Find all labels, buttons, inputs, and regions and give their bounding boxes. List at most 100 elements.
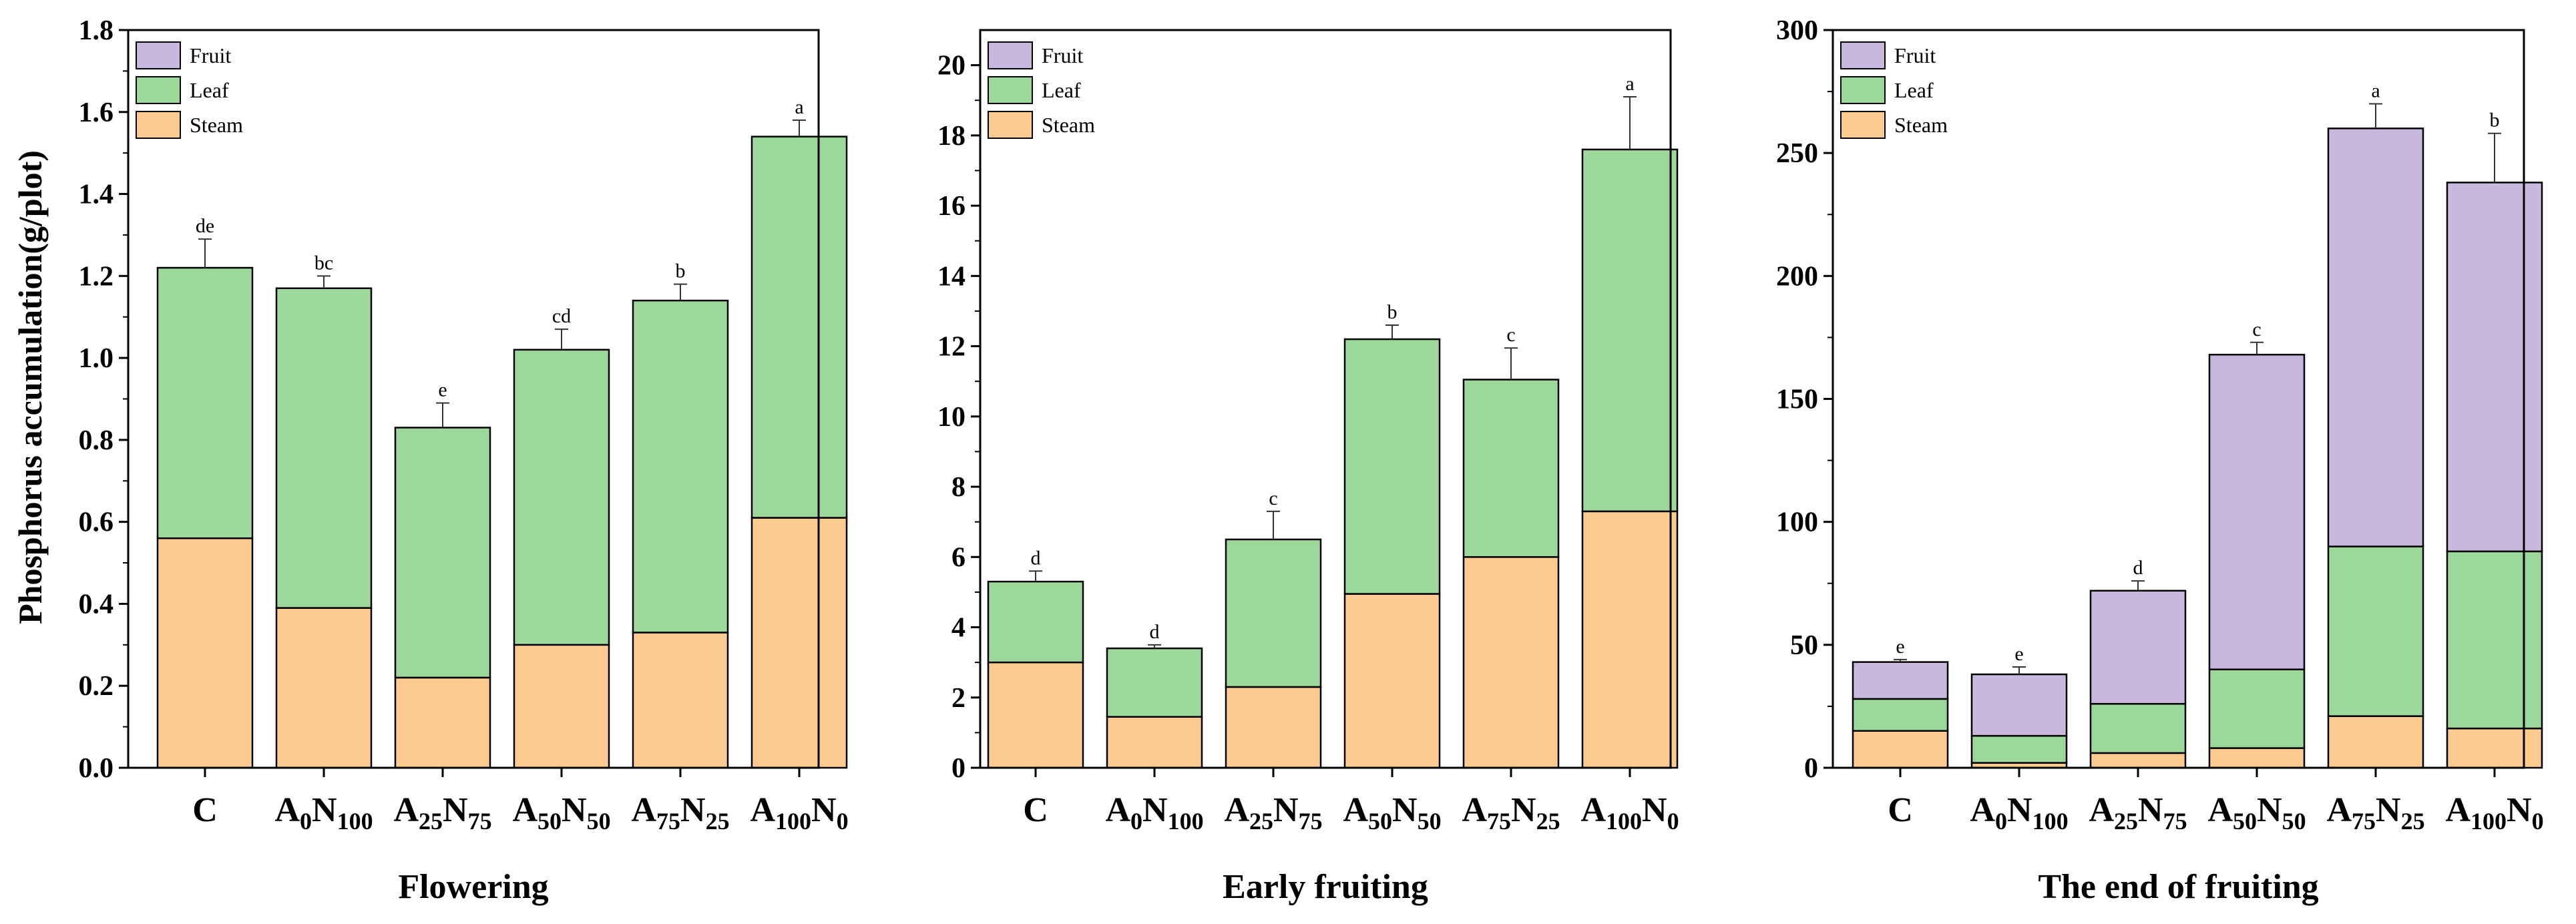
x-tick-label: A100N0 [750,791,848,835]
bar-leaf [1852,698,1949,732]
legend-label-steam: Steam [190,113,243,137]
bar-leaf [1970,734,2068,764]
y-tick-label: 200 [1776,261,1818,292]
legend-label-leaf: Leaf [1042,78,1081,102]
bar-steam [1852,730,1949,769]
x-tick-label: A25N75 [2089,791,2187,835]
significance-letter: e [2014,643,2023,665]
y-tick-label: 1.6 [79,97,114,128]
x-tick-label: A50N50 [1343,791,1441,835]
legend-swatch-leaf [988,76,1033,104]
bar-steam [1343,593,1441,769]
bar-steam [1225,686,1322,769]
legend-label-fruit: Fruit [190,43,231,67]
y-tick-label: 2 [951,683,965,714]
bar-steam [156,537,254,769]
significance-letter: b [1387,301,1398,323]
x-tick-label: A75N25 [631,791,729,835]
x-tick-label: A25N75 [393,791,491,835]
bar-fruit [1852,661,1949,700]
bar-steam [987,661,1084,769]
y-tick-label: 6 [951,542,965,573]
legend-swatch-steam [1840,111,1886,139]
x-axis-title: Early fruiting [1223,868,1428,906]
legend-swatch-leaf [1840,76,1886,104]
y-tick-label: 300 [1776,15,1818,46]
y-tick-label: 0.6 [79,507,114,538]
x-axis-title: Flowering [398,868,548,906]
significance-letter: de [196,215,214,237]
y-tick-label: 150 [1776,385,1818,415]
y-tick-label: 0.4 [79,589,114,620]
bar-leaf [1462,379,1560,558]
legend-label-fruit: Fruit [1894,43,1936,67]
y-tick-label: 14 [937,261,965,292]
significance-letter: a [1625,73,1634,95]
bar-fruit [2327,128,2424,547]
y-axis-label: Phosphorus accumulation(g/plot) [11,150,49,624]
bar-fruit [1970,673,2068,737]
x-tick-label: A100N0 [1580,791,1679,835]
bar-steam [632,632,729,769]
bar-steam [394,676,491,769]
bar-steam [750,517,848,769]
significance-letter: e [438,379,447,401]
bar-leaf [2327,545,2424,717]
x-tick-label: A75N25 [2326,791,2424,835]
x-tick-label: A25N75 [1224,791,1322,835]
y-tick-label: 0 [951,753,965,784]
bar-steam [275,607,373,769]
significance-letter: c [1506,324,1515,346]
legend-label-leaf: Leaf [1894,78,1934,102]
x-axis-title: The end of fruiting [2038,868,2318,906]
legend-swatch-fruit [1840,41,1886,69]
bar-steam [1106,716,1203,769]
panel-flowering: adebbcceabcdabbaa0.00.20.40.60.81.01.21.… [79,15,849,906]
bar-leaf [2446,550,2543,730]
x-tick-label: C [1023,791,1048,829]
bar-fruit [2446,182,2543,553]
panel-early-fruiting: cdddcdcbbbcaa02468101214161820CA0N100A25… [937,29,1679,906]
y-tick-label: 1.2 [79,261,114,292]
bar-leaf [156,266,254,539]
y-tick-label: 10 [937,402,965,433]
y-tick-label: 12 [937,332,965,363]
x-tick-label: A0N100 [274,791,373,835]
legend-swatch-steam [988,111,1033,139]
bar-leaf [394,427,491,679]
significance-letter: a [2371,80,2380,102]
significance-letter: d [1031,547,1041,569]
significance-letter: b [2490,109,2500,132]
legend-swatch-steam [136,111,181,139]
bar-steam [1462,556,1560,769]
y-tick-label: 50 [1790,630,1818,661]
legend-label-steam: Steam [1042,113,1095,137]
y-tick-label: 100 [1776,507,1818,538]
bar-steam [2446,727,2543,769]
x-tick-label: A0N100 [1105,791,1203,835]
bar-leaf [2208,668,2306,749]
legend-swatch-leaf [136,76,181,104]
x-tick-label: A75N25 [1462,791,1560,835]
legend-label-leaf: Leaf [190,78,229,102]
x-tick-label: A0N100 [1970,791,2068,835]
y-tick-label: 0.8 [79,425,114,456]
significance-letter: c [2252,318,2261,340]
bar-steam [2208,747,2306,769]
bar-leaf [750,136,848,519]
y-tick-label: 18 [937,121,965,152]
bar-leaf [632,299,729,634]
x-tick-label: A50N50 [2207,791,2306,835]
bar-steam [513,644,610,769]
significance-letter: a [795,96,803,118]
x-tick-label: A50N50 [512,791,610,835]
significance-letter: b [676,260,686,282]
bar-leaf [275,287,373,609]
x-tick-label: A100N0 [2445,791,2543,835]
y-tick-label: 8 [951,472,965,503]
panel-end-of-fruiting: bcdeddecdcdcbcaaabab050100150200250300CA… [1776,15,2544,906]
significance-letter: bc [314,252,333,274]
y-tick-label: 1.0 [79,343,114,374]
legend-swatch-fruit [136,41,181,69]
